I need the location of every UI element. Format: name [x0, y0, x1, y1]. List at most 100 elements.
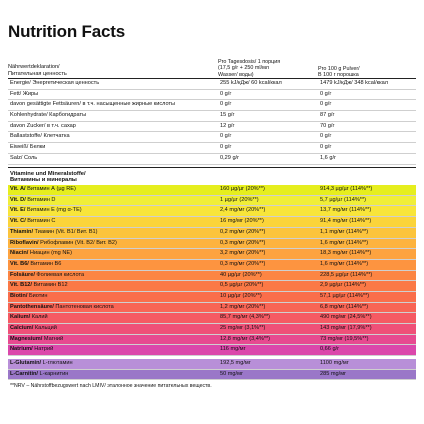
- table-row: L-Carnitin/ L-карнитин 50 mg/мг 285 mg/мг: [8, 369, 416, 381]
- value-per-100g: 1,6 g/г: [320, 154, 337, 161]
- table-row: Pantothensäure/ Пантотеновая кислота 1,2 …: [8, 302, 416, 314]
- nutrient-name: Salz/ Соль: [10, 154, 38, 161]
- value-per-100g: 1100 mg/мг: [320, 360, 349, 367]
- value-per-100g: 0 g/г: [320, 144, 332, 151]
- header-column-per-100g: Pro 100 g Pulver/ В 100 г порошка: [318, 66, 360, 79]
- amino-table: L-Glutamin/ L-глютамин 192,5 mg/мг 1100 mg…: [8, 359, 416, 381]
- nutrient-name: Vit. E/ Витамин Е (mg α-TE): [10, 207, 82, 214]
- table-row: Salz/ Соль 0,29 g/г 1,6 g/г: [8, 153, 416, 165]
- value-per-serving: 116 mg/мг: [220, 346, 246, 353]
- value-per-serving: 0 g/г: [220, 101, 232, 108]
- nutrient-name: Biotin/ Биотин: [10, 292, 48, 299]
- table-row: davon gesättigte Fettsäuren/ в т.ч. насы…: [8, 100, 416, 112]
- value-per-serving: 2,4 mg/мг (20%**): [220, 207, 266, 214]
- nutrient-name: Energie/ Энергетическая ценность: [10, 80, 100, 86]
- value-per-100g: 70 g/г: [320, 122, 335, 129]
- nutrient-name: Riboflavin/ Рибофлавин (Vit. B2/ Вит. В2…: [10, 239, 117, 246]
- table-header: Nährwertdeklaration/ Питательная ценност…: [8, 42, 416, 78]
- value-per-100g: 228,5 µg/µг (114%**): [320, 271, 373, 278]
- vitamins-section-title: Vitamine und Mineralstoffe/ Витамины и м…: [10, 170, 86, 184]
- nutrient-name: davon Zucker/ в т.ч. сахар: [10, 122, 76, 129]
- nutrient-table: Energie/ Энергетическая ценность 255 kJ/к…: [8, 79, 416, 165]
- footnote: **NRV – Nährstoffbezugswert nach LMIV/ э…: [10, 383, 212, 390]
- table-row: Vit. C/ Витамин С 16 mg/мг (20%**) 91,4 mg…: [8, 217, 416, 228]
- value-per-100g: 0 g/г: [320, 90, 332, 97]
- value-per-100g: 1479 kJ/кДж/ 348 kcal/ккал: [320, 80, 389, 86]
- table-row: Vit. B6/ Витамин В6 0,3 mg/мг (20%**) 1,6 …: [8, 259, 416, 271]
- page-title: Nutrition Facts: [8, 22, 125, 41]
- table-row: Folsäure/ Фолиевая кислота 40 µg/µг (20%*…: [8, 270, 416, 282]
- value-per-100g: 87 g/г: [320, 112, 335, 119]
- value-per-100g: 5,7 µg/µг (114%**): [320, 196, 367, 203]
- value-per-100g: 73 mg/мг (19,5%**): [320, 335, 369, 342]
- value-per-serving: 0,3 mg/мг (20%**): [220, 260, 266, 267]
- value-per-100g: 143 mg/мг (17,9%**): [320, 325, 372, 332]
- value-per-serving: 255 kJ/кДж/ 60 kcal/ккал: [220, 80, 282, 86]
- value-per-100g: 1,6 mg/мг (114%**): [320, 239, 369, 246]
- nutrient-name: Calcium/ Кальций: [10, 325, 57, 332]
- table-row: Magnesium/ Магний 12,8 mg/мг (3,4%**) 73 m…: [8, 334, 416, 346]
- value-per-serving: 0,3 mg/мг (20%**): [220, 239, 266, 246]
- section-divider: [8, 166, 416, 168]
- nutrient-name: Kalium/ Калий: [10, 314, 48, 321]
- nutrient-name: Folsäure/ Фолиевая кислота: [10, 271, 85, 278]
- table-row: davon Zucker/ в т.ч. сахар 12 g/г 70 g/г: [8, 121, 416, 133]
- value-per-serving: 15 g/г: [220, 112, 235, 119]
- nutrient-name: Vit. A/ Витамин А (µg RE): [10, 186, 76, 193]
- nutrient-name: Niacin/ Ниацин (mg NE): [10, 250, 72, 257]
- nutrient-name: Natrium/ Натрий: [10, 346, 54, 353]
- nutrient-name: L-Glutamin/ L-глютамин: [10, 360, 73, 367]
- value-per-serving: 0,29 g/г: [220, 154, 240, 161]
- value-per-serving: 0,2 mg/мг (20%**): [220, 228, 266, 235]
- value-per-100g: 2,9 µg/µг (114%**): [320, 282, 367, 289]
- value-per-serving: 12,8 mg/мг (3,4%**): [220, 335, 271, 342]
- value-per-100g: 6,8 mg/мг (114%**): [320, 303, 369, 310]
- value-per-100g: 91,4 mg/мг (114%**): [320, 218, 372, 225]
- value-per-serving: 10 µg/µг (20%**): [220, 292, 262, 299]
- value-per-100g: 0 g/г: [320, 101, 332, 108]
- nutrient-name: Fett/ Жиры: [10, 90, 39, 97]
- value-per-100g: 490 mg/мг (24,5%**): [320, 314, 372, 321]
- nutrient-name: Vit. D/ Витамин D: [10, 196, 56, 203]
- header-divider: [8, 78, 416, 79]
- table-row: Vit. D/ Витамин D 1 µg/µг (20%**) 5,7 µg/µ…: [8, 195, 416, 207]
- nutrient-name: Eiweiß/ Белки: [10, 144, 46, 151]
- value-per-100g: 285 mg/мг: [320, 370, 347, 377]
- value-per-serving: 16 mg/мг (20%**): [220, 218, 264, 225]
- value-per-serving: 3,2 mg/мг (20%**): [220, 250, 266, 257]
- nutrient-name: Pantothensäure/ Пантотеновая кислота: [10, 303, 114, 310]
- table-row: Eiweiß/ Белки 0 g/г 0 g/г: [8, 143, 416, 154]
- table-row: Natrium/ Натрий 116 mg/мг 0,66 g/г: [8, 345, 416, 357]
- nutrient-name: Thiamin/ Тиамин (Vit. B1/ Вит. В1): [10, 228, 98, 235]
- value-per-100g: 0,66 g/г: [320, 346, 340, 353]
- table-row: Vit. A/ Витамин А (µg RE) 160 µg/µг (20%*…: [8, 185, 416, 196]
- table-row: Vit. E/ Витамин Е (mg α-TE) 2,4 mg/мг (20…: [8, 206, 416, 218]
- value-per-serving: 1 µg/µг (20%**): [220, 196, 259, 203]
- table-row: L-Glutamin/ L-глютамин 192,5 mg/мг 1100 mg…: [8, 359, 416, 370]
- table-row: Kalium/ Калий 85,7 mg/мг (4,3%**) 490 mg/м…: [8, 313, 416, 325]
- table-row: Kohlenhydrate/ Карбогидраты 15 g/г 87 g/г: [8, 111, 416, 122]
- value-per-serving: 0 g/г: [220, 133, 232, 140]
- value-per-100g: 13,7 mg/мг (114%**): [320, 207, 372, 214]
- nutrient-name: L-Carnitin/ L-карнитин: [10, 370, 69, 377]
- vitamin-table: Vit. A/ Витамин А (µg RE) 160 µg/µг (20%*…: [8, 185, 416, 357]
- value-per-serving: 12 g/г: [220, 122, 235, 129]
- table-row: Niacin/ Ниацин (mg NE) 3,2 mg/мг (20%**) 1…: [8, 249, 416, 260]
- table-row: Calcium/ Кальций 25 mg/мг (3,1%**) 143 mg/…: [8, 324, 416, 335]
- nutrient-name: Vit. B6/ Витамин В6: [10, 260, 62, 267]
- nutrient-name: Vit. C/ Витамин С: [10, 218, 56, 225]
- table-row: Riboflavin/ Рибофлавин (Vit. B2/ Вит. В2…: [8, 238, 416, 250]
- value-per-serving: 192,5 mg/мг: [220, 360, 251, 367]
- table-row: Energie/ Энергетическая ценность 255 kJ/к…: [8, 79, 416, 90]
- value-per-100g: 57,1 µg/µг (114%**): [320, 292, 370, 299]
- table-row: Fett/ Жиры 0 g/г 0 g/г: [8, 89, 416, 101]
- value-per-serving: 0 g/г: [220, 144, 232, 151]
- table-row: Ballaststoffe/ Клетчатка 0 g/г 0 g/г: [8, 132, 416, 144]
- header-column-per-serving: Pro Tagesdosis/ 1 порция (17,5 g/г + 250…: [218, 59, 281, 78]
- value-per-100g: 18,3 mg/мг (114%**): [320, 250, 372, 257]
- value-per-serving: 0 g/г: [220, 90, 232, 97]
- value-per-100g: 914,3 µg/µг (114%**): [320, 186, 373, 193]
- nutrient-name: Vit. B12/ Витамин В12: [10, 282, 68, 289]
- nutrition-panel: Nutrition Facts Nährwertdeklaration/ Пит…: [8, 22, 416, 390]
- header-column-nutrient: Nährwertdeklaration/ Питательная ценност…: [8, 64, 67, 77]
